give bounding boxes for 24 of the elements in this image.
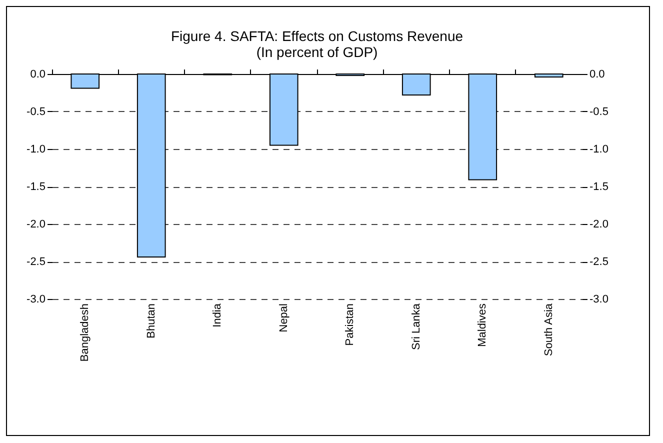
x-tick-label: Maldives [476, 303, 489, 347]
x-tick-label: South Asia [542, 302, 555, 356]
x-tick-label: Bhutan [145, 304, 158, 338]
x-tick-label: Bangladesh [79, 304, 92, 362]
y2-tick-label: 0.0 [590, 68, 605, 80]
x-tick-label: India [212, 302, 224, 328]
y2-tick-label: -1.0 [590, 144, 608, 156]
y2-tick-label: -0.5 [590, 106, 608, 118]
y-tick-label: -2.5 [26, 256, 46, 268]
y2-tick-label: -3.0 [590, 294, 608, 306]
y-tick-label: -0.5 [26, 106, 46, 118]
chart-subtitle: (In percent of GDP) [256, 44, 378, 60]
x-tick-label: Pakistan [344, 304, 356, 346]
y-tick-label: -1.5 [26, 181, 46, 193]
y2-tick-label: -2.5 [590, 256, 608, 268]
chart-title: Figure 4. SAFTA: Effects on Customs Revenue [170, 28, 464, 44]
y-tick-label: 0.0 [30, 68, 46, 80]
y-tick-label: -1.0 [26, 144, 46, 156]
y2-tick-label: -1.5 [590, 181, 608, 193]
y-tick-label: -3.0 [26, 294, 46, 306]
x-tick-label: Sri Lanka [410, 302, 422, 350]
y2-tick-label: -2.0 [590, 218, 608, 230]
y-tick-label: -2.0 [26, 218, 46, 230]
x-tick-label: Nepal [278, 304, 290, 332]
